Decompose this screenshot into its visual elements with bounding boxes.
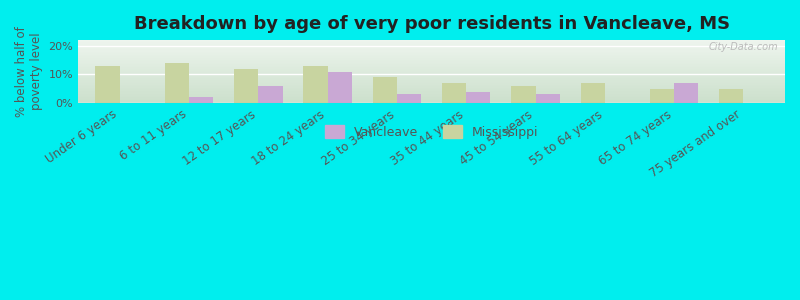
- Bar: [650, 89, 674, 103]
- Bar: [78, 101, 785, 103]
- Y-axis label: % below half of
poverty level: % below half of poverty level: [15, 26, 43, 117]
- Legend: Vancleave, Mississippi: Vancleave, Mississippi: [320, 120, 543, 144]
- Bar: [78, 64, 785, 65]
- Bar: [78, 94, 785, 95]
- Bar: [78, 57, 785, 59]
- Bar: [78, 84, 785, 86]
- Bar: [78, 59, 785, 61]
- Bar: [78, 48, 785, 50]
- Bar: [674, 83, 698, 103]
- Bar: [78, 97, 785, 98]
- Bar: [95, 66, 120, 103]
- Title: Breakdown by age of very poor residents in Vancleave, MS: Breakdown by age of very poor residents …: [134, 15, 730, 33]
- Bar: [78, 56, 785, 57]
- Bar: [397, 94, 421, 103]
- Bar: [78, 70, 785, 72]
- Bar: [719, 89, 743, 103]
- Bar: [78, 75, 785, 76]
- Bar: [78, 46, 785, 48]
- Bar: [303, 66, 328, 103]
- Bar: [78, 65, 785, 67]
- Bar: [78, 81, 785, 82]
- Bar: [78, 62, 785, 64]
- Bar: [328, 72, 352, 103]
- Text: City-Data.com: City-Data.com: [708, 42, 778, 52]
- Bar: [189, 97, 214, 103]
- Bar: [78, 43, 785, 45]
- Bar: [78, 82, 785, 84]
- Bar: [78, 76, 785, 78]
- Bar: [234, 69, 258, 103]
- Bar: [78, 51, 785, 53]
- Bar: [78, 45, 785, 46]
- Bar: [373, 77, 397, 103]
- Bar: [78, 61, 785, 62]
- Bar: [78, 92, 785, 94]
- Bar: [78, 42, 785, 43]
- Bar: [466, 92, 490, 103]
- Bar: [78, 54, 785, 56]
- Bar: [535, 94, 560, 103]
- Bar: [78, 50, 785, 51]
- Bar: [78, 98, 785, 100]
- Bar: [78, 67, 785, 68]
- Bar: [78, 90, 785, 92]
- Bar: [78, 87, 785, 89]
- Bar: [581, 83, 605, 103]
- Bar: [78, 40, 785, 42]
- Bar: [78, 80, 785, 81]
- Bar: [78, 95, 785, 97]
- Bar: [78, 53, 785, 54]
- Bar: [78, 72, 785, 73]
- Bar: [511, 86, 535, 103]
- Bar: [78, 86, 785, 87]
- Bar: [258, 86, 282, 103]
- Bar: [442, 83, 466, 103]
- Bar: [78, 78, 785, 80]
- Bar: [165, 63, 189, 103]
- Bar: [78, 89, 785, 90]
- Bar: [78, 73, 785, 75]
- Bar: [78, 100, 785, 101]
- Bar: [78, 68, 785, 70]
